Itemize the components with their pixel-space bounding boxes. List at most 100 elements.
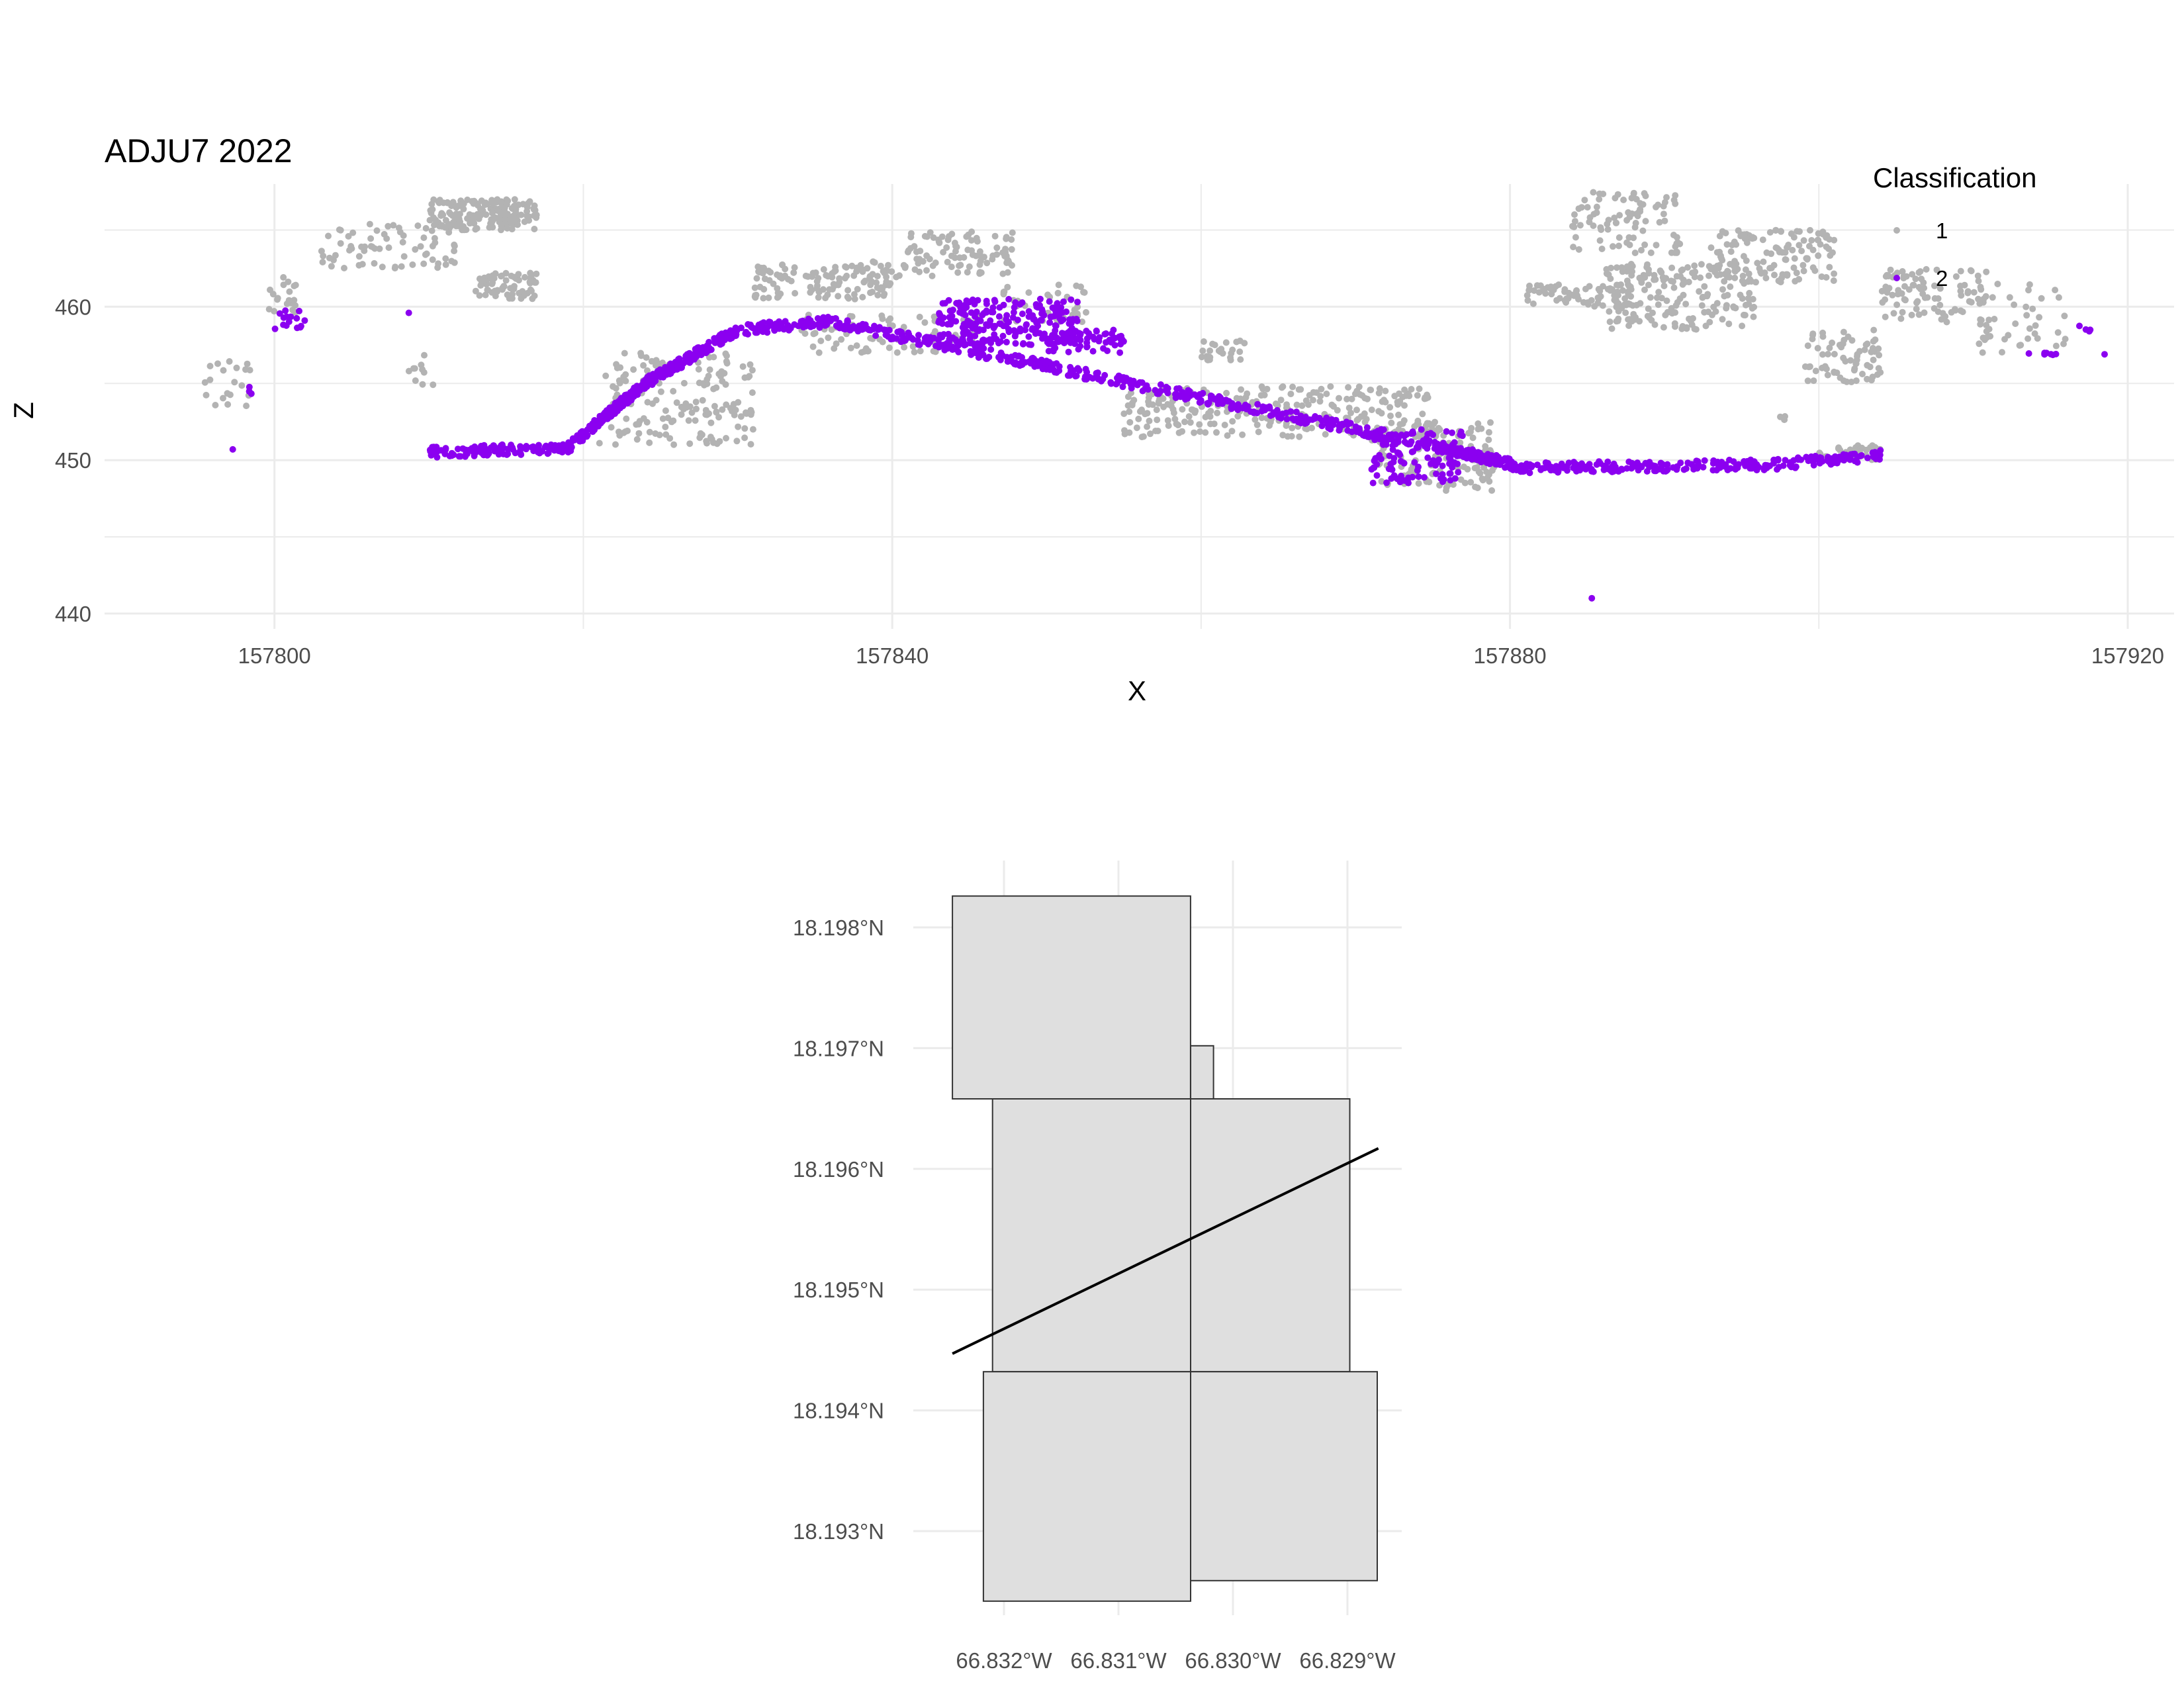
- point-class-1: [874, 284, 881, 291]
- point-class-1: [747, 361, 754, 368]
- point-class-1: [532, 279, 539, 286]
- point-class-1: [493, 197, 500, 203]
- point-class-1: [623, 415, 630, 422]
- point-class-1: [451, 220, 458, 228]
- point-class-1: [1375, 389, 1383, 397]
- point-class-1: [640, 362, 647, 369]
- point-class-1: [428, 227, 435, 234]
- map-tile-1: [952, 895, 1191, 1100]
- point-class-1: [1556, 295, 1563, 302]
- point-class-1: [1364, 395, 1371, 402]
- point-class-1: [1224, 432, 1231, 439]
- point-class-1: [1642, 193, 1649, 199]
- point-class-1: [528, 271, 535, 279]
- point-class-1: [1144, 423, 1151, 430]
- point-class-1: [859, 293, 866, 301]
- point-class-1: [518, 294, 525, 301]
- point-class-1: [469, 212, 477, 219]
- point-class-1: [919, 258, 927, 265]
- point-class-1: [1478, 425, 1485, 432]
- point-class-1: [1524, 292, 1531, 299]
- point-class-1: [498, 272, 506, 279]
- point-class-1: [1003, 259, 1011, 266]
- point-class-1: [1552, 283, 1559, 290]
- point-class-1: [864, 265, 871, 272]
- point-class-1: [1656, 218, 1663, 226]
- point-class-1: [1165, 422, 1172, 429]
- point-class-1: [1482, 443, 1489, 450]
- point-class-1: [1598, 246, 1606, 252]
- point-class-1: [1192, 407, 1199, 414]
- point-class-1: [526, 198, 533, 205]
- point-class-1: [1464, 465, 1471, 473]
- point-class-1: [753, 275, 760, 282]
- point-class-1: [224, 401, 232, 408]
- point-class-1: [680, 406, 687, 413]
- point-class-1: [504, 291, 511, 299]
- point-class-1: [952, 242, 959, 250]
- point-class-1: [461, 226, 468, 234]
- point-class-1: [929, 262, 936, 269]
- point-class-1: [1198, 353, 1205, 361]
- point-class-1: [944, 258, 951, 265]
- point-class-1: [498, 211, 504, 218]
- longitude-tick-label: 66.832°W: [956, 1648, 1052, 1673]
- point-class-1: [472, 287, 479, 295]
- point-class-1: [420, 260, 428, 267]
- point-class-1: [271, 308, 278, 315]
- point-class-1: [640, 415, 647, 422]
- point-class-1: [723, 358, 730, 365]
- point-class-1: [494, 288, 501, 295]
- point-class-1: [911, 266, 919, 273]
- point-class-1: [1191, 429, 1198, 436]
- point-class-1: [973, 234, 980, 242]
- point-class-1: [1645, 281, 1652, 289]
- latitude-tick-label: 18.198°N: [793, 915, 884, 940]
- point-class-1: [283, 300, 291, 307]
- point-class-1: [630, 366, 637, 373]
- point-class-1: [1284, 433, 1291, 440]
- point-class-1: [670, 441, 678, 448]
- point-class-1: [1345, 384, 1352, 391]
- point-class-1: [657, 388, 664, 395]
- point-class-1: [670, 388, 677, 395]
- point-class-1: [749, 426, 756, 433]
- point-class-1: [887, 315, 894, 322]
- point-class-1: [430, 381, 437, 389]
- point-class-1: [1305, 401, 1312, 408]
- longitude-tick-label: 66.829°W: [1299, 1648, 1396, 1673]
- point-class-1: [616, 379, 623, 387]
- point-class-1: [752, 294, 759, 301]
- point-class-1: [887, 280, 894, 287]
- point-class-1: [866, 274, 874, 281]
- point-class-1: [1661, 217, 1668, 224]
- point-class-1: [621, 350, 628, 357]
- point-class-1: [1003, 235, 1010, 242]
- point-class-1: [1590, 189, 1597, 196]
- point-class-1: [907, 230, 915, 237]
- point-class-1: [1080, 289, 1087, 296]
- point-class-1: [522, 273, 528, 281]
- point-class-1: [1414, 392, 1421, 399]
- point-class-1: [291, 283, 298, 289]
- point-class-1: [948, 263, 955, 271]
- point-class-1: [977, 258, 984, 265]
- point-class-1: [1584, 204, 1591, 211]
- point-class-1: [531, 292, 538, 299]
- point-class-1: [451, 248, 458, 255]
- point-class-1: [412, 246, 419, 253]
- point-class-1: [881, 269, 888, 277]
- point-class-1: [1200, 338, 1207, 345]
- point-class-1: [713, 440, 721, 447]
- point-class-1: [1719, 316, 1726, 323]
- point-class-1: [396, 228, 404, 236]
- point-class-1: [633, 436, 641, 443]
- longitude-tick-label: 66.831°W: [1070, 1648, 1167, 1673]
- point-class-1: [460, 200, 467, 207]
- point-class-1: [345, 233, 352, 240]
- point-class-1: [1207, 408, 1214, 414]
- point-class-1: [512, 209, 520, 216]
- point-class-1: [722, 381, 729, 388]
- point-class-1: [496, 218, 503, 226]
- point-class-1: [399, 238, 406, 246]
